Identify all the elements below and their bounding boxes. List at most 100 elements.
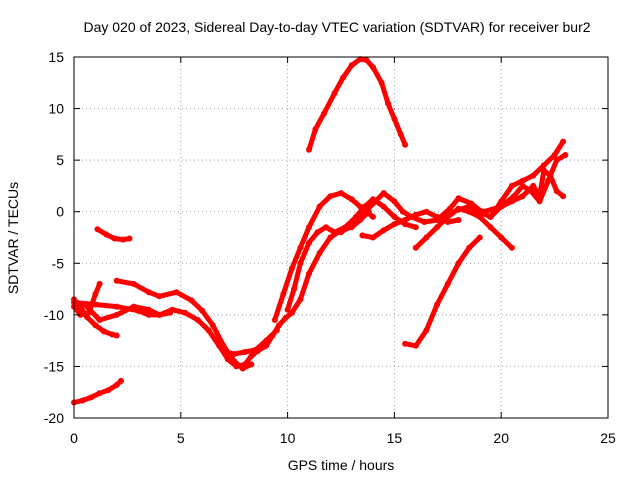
- data-point: [391, 198, 398, 205]
- data-point: [487, 224, 494, 231]
- data-point: [370, 213, 376, 220]
- series-arc-right-d: [487, 167, 567, 220]
- data-point: [391, 221, 398, 228]
- data-point: [100, 328, 107, 335]
- data-point: [316, 250, 323, 256]
- data-point: [380, 190, 387, 197]
- data-point: [560, 138, 567, 145]
- grid-lines: [74, 57, 608, 418]
- data-point: [455, 206, 462, 213]
- data-point: [79, 397, 86, 404]
- data-point: [297, 296, 304, 303]
- data-point: [434, 224, 441, 231]
- data-point: [370, 234, 376, 241]
- data-point: [412, 211, 419, 218]
- plot-frame: [73, 56, 609, 419]
- data-point: [220, 342, 227, 349]
- data-point: [530, 182, 537, 189]
- data-point: [173, 289, 180, 296]
- data-point: [120, 236, 127, 243]
- x-axis-label: GPS time / hours: [288, 457, 395, 473]
- series-arc-mid-low: [220, 327, 280, 358]
- data-point: [88, 394, 95, 401]
- data-point: [209, 322, 216, 329]
- data-point: [92, 322, 99, 329]
- data-point: [320, 110, 327, 117]
- data-point: [423, 208, 430, 215]
- x-tick-label: 20: [493, 430, 509, 446]
- y-tick-label: -5: [52, 255, 65, 271]
- data-point: [348, 196, 355, 203]
- series-line: [488, 168, 566, 220]
- data-point: [126, 235, 133, 242]
- data-point: [421, 219, 428, 225]
- series-arc-top: [306, 56, 409, 153]
- data-point: [118, 377, 124, 384]
- data-point: [391, 115, 398, 122]
- data-point: [455, 217, 462, 223]
- data-point: [331, 90, 338, 97]
- axis-ticks: [73, 56, 609, 419]
- chart-title: Day 020 of 2023, Sidereal Day-to-day VTE…: [83, 19, 590, 35]
- data-point: [231, 358, 238, 365]
- data-point: [306, 146, 312, 153]
- data-point: [241, 349, 248, 355]
- data-point: [412, 224, 419, 231]
- x-tick-label: 25: [600, 430, 616, 446]
- series-layer: [71, 56, 569, 406]
- data-point: [434, 301, 441, 308]
- data-point: [252, 346, 259, 353]
- data-point: [220, 348, 227, 354]
- data-point: [536, 198, 543, 205]
- data-point: [540, 167, 547, 174]
- data-point: [113, 332, 120, 339]
- data-point: [378, 79, 385, 86]
- data-point: [519, 177, 526, 184]
- data-point: [380, 227, 387, 234]
- data-point: [536, 193, 543, 200]
- series-line: [402, 235, 483, 349]
- data-point: [370, 64, 376, 71]
- data-point: [370, 200, 376, 207]
- data-point: [323, 224, 329, 231]
- data-point: [508, 244, 515, 251]
- data-point: [130, 280, 137, 287]
- data-point: [306, 239, 312, 246]
- data-point: [284, 306, 291, 313]
- data-point: [280, 291, 287, 298]
- series-arc-upper-left: [94, 226, 133, 243]
- data-point: [282, 315, 289, 321]
- data-point: [169, 306, 176, 313]
- data-point: [111, 235, 118, 242]
- data-point: [508, 182, 515, 189]
- data-point: [338, 229, 344, 236]
- data-point: [340, 74, 347, 81]
- data-point: [271, 317, 278, 323]
- data-point: [391, 213, 398, 220]
- x-tick-label: 15: [387, 430, 403, 446]
- data-point: [553, 157, 560, 164]
- data-point: [248, 361, 255, 368]
- data-point: [231, 351, 238, 358]
- data-point: [145, 289, 152, 296]
- data-point: [205, 327, 212, 334]
- data-point: [385, 100, 391, 107]
- data-point: [77, 311, 84, 318]
- data-point: [96, 390, 103, 397]
- data-point: [359, 211, 366, 218]
- y-tick-label: 0: [56, 204, 64, 220]
- data-point: [498, 203, 505, 210]
- data-point: [359, 232, 366, 239]
- data-point: [135, 307, 142, 314]
- data-point: [288, 309, 295, 316]
- data-point: [466, 208, 473, 215]
- data-point: [188, 297, 195, 304]
- data-point: [547, 172, 554, 179]
- data-point: [327, 234, 334, 241]
- data-point: [338, 190, 344, 197]
- data-point: [291, 286, 297, 293]
- data-point: [331, 229, 338, 236]
- series-arc-mid-dip: [113, 277, 255, 372]
- y-tick-label: -20: [44, 410, 64, 426]
